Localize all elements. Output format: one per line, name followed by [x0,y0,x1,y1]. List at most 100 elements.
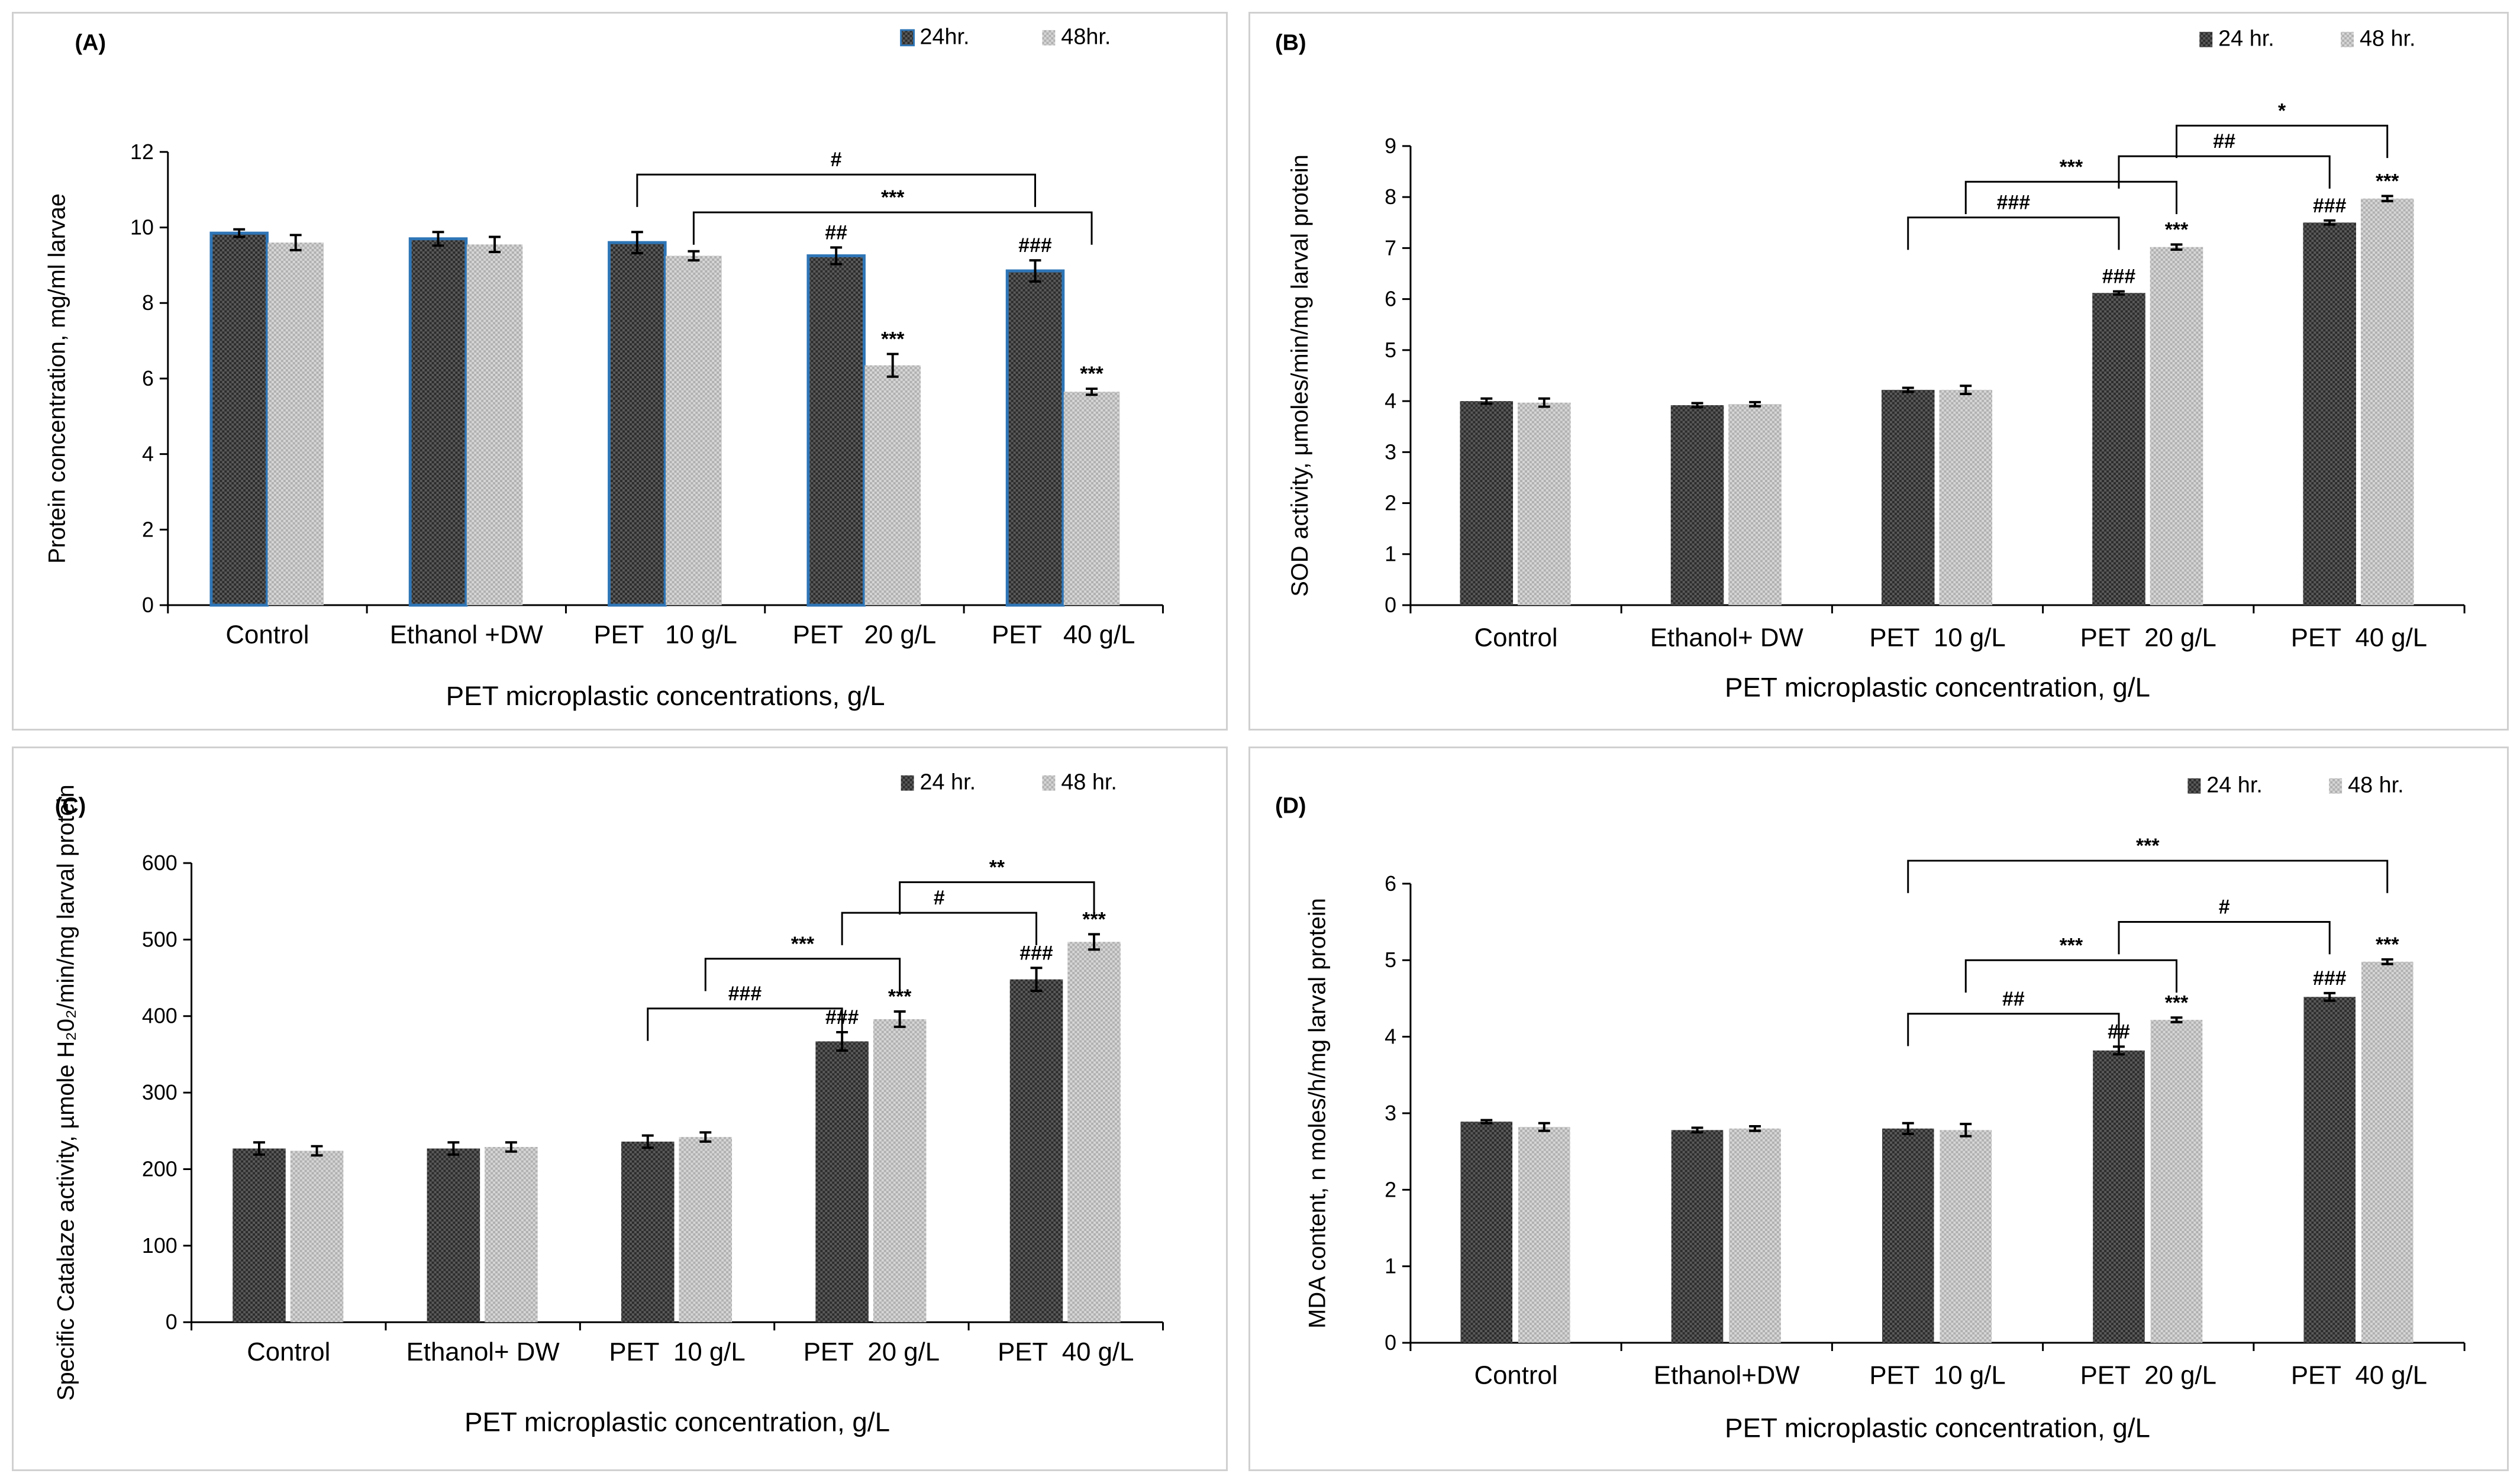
bar-24-0 [1460,401,1514,606]
bar-24-4 [1009,979,1063,1323]
bar-24-0 [209,231,269,607]
significance-mark: *** [881,328,905,351]
bar-48-3 [2150,1020,2203,1343]
bar-24-3 [2092,293,2145,606]
bar-48-4 [1063,392,1120,606]
bracket-label: *** [881,186,905,209]
y-tick-label: 200 [142,1157,178,1181]
y-tick-label: 1 [1385,1255,1396,1278]
panel-d: (D) 0 1 2 3 4 5 6 ## ### *** *** ## *** # *** Control Eth… [1248,747,2509,1471]
x-category-label: PET 40 g/L [2291,623,2427,652]
significance-bracket [2118,155,2331,189]
bar-24-2 [608,241,667,607]
y-tick-label: 300 [142,1081,178,1104]
x-category-label: PET 10 g/L [609,1337,745,1366]
significance-bracket [704,958,901,991]
x-category-label: PET 20 g/L [2080,623,2216,652]
chart-b: (B) 0 1 2 3 4 5 6 7 8 9 ### ### *** *** ### *** ## * Contro… [1275,27,2466,702]
y-tick-label: 8 [1385,185,1396,209]
significance-mark: ### [1018,234,1052,257]
significance-bracket [2118,921,2331,955]
y-tick-label: 4 [142,442,154,466]
y-tick-label: 0 [166,1310,178,1334]
significance-bracket [1964,959,2178,993]
y-tick-label: 400 [142,1004,178,1028]
panel-b: (B) 0 1 2 3 4 5 6 7 8 9 ### ### *** *** ### *** ## * Contro… [1248,12,2509,731]
x-category-label: PET 20 g/L [793,621,937,649]
significance-bracket [1907,216,2120,250]
y-tick-label: 0 [1385,593,1396,617]
significance-bracket [841,912,1038,945]
significance-mark: ### [1019,942,1053,964]
y-tick-label: 10 [130,215,154,239]
y-tick-label: 600 [142,851,178,875]
bracket-label: ### [728,983,762,1005]
x-category-label: PET 10 g/L [593,621,737,649]
bracket-label: # [831,148,842,171]
significance-mark: ## [825,221,847,244]
legend-swatch [900,29,915,47]
x-category-label: Ethanol +DW [390,621,544,649]
y-tick-label: 8 [142,291,154,315]
significance-mark: *** [2165,218,2189,241]
bracket-label: ### [1997,192,2031,214]
bar-24-4 [2303,997,2356,1343]
x-category-label: Control [247,1337,330,1366]
x-category-label: PET 20 g/L [2080,1361,2216,1390]
x-category-label: PET 40 g/L [998,1337,1134,1366]
x-category-label: Control [1474,1361,1557,1390]
bar-24-1 [1670,405,1724,606]
legend-swatch [2199,31,2213,47]
x-axis-title: PET microplastic concentrations, g/L [446,681,885,711]
bar-48-2 [679,1137,733,1323]
y-tick-label: 6 [1385,872,1396,896]
legend-swatch [1042,30,1056,46]
legend-swatch [2341,31,2354,47]
y-tick-label: 0 [142,593,154,617]
y-tick-label: 6 [142,367,154,390]
panel-label: (A) [75,31,106,56]
bar-24-1 [427,1148,480,1323]
significance-bracket [1964,180,2177,214]
bracket-label: ## [2002,988,2025,1010]
x-axis-title: PET microplastic concentration, g/L [1725,672,2150,702]
bar-24-1 [1671,1130,1724,1343]
legend-label: 48 hr. [2348,773,2404,798]
significance-bracket [647,1007,843,1041]
bar-48-3 [2150,247,2203,606]
bracket-label: ** [989,856,1005,878]
legend-label: 24hr. [919,25,969,50]
x-category-label: Control [225,621,309,649]
y-tick-label: 0 [1385,1331,1396,1355]
bar-48-1 [1728,404,1782,606]
x-axis-title: PET microplastic concentration, g/L [464,1407,890,1437]
bar-24-2 [1881,390,1935,606]
bar-48-0 [267,243,324,606]
y-axis-title: SOD activity, μmoles/min/mg larval prote… [1287,154,1313,597]
y-tick-label: 3 [1385,440,1396,464]
bar-24-3 [2093,1050,2145,1343]
panel-label: (D) [1275,793,1306,818]
panel-label: (C) [55,793,86,818]
bar-48-3 [873,1019,927,1323]
bar-24-3 [806,254,866,607]
bar-24-4 [2303,222,2356,606]
x-category-label: Ethanol+ DW [406,1337,560,1366]
y-tick-label: 100 [142,1234,178,1258]
bracket-label: *** [2060,156,2083,178]
y-tick-label: 2 [1385,492,1396,515]
y-tick-label: 4 [1385,1025,1396,1049]
significance-mark: ### [2313,967,2347,990]
significance-bracket [899,881,1095,915]
bar-24-3 [815,1041,869,1323]
x-category-label: Ethanol+ DW [1650,623,1804,652]
bracket-label: *** [2060,934,2083,956]
y-tick-label: 2 [142,518,154,541]
legend-label: 48 hr. [1061,770,1117,795]
y-tick-label: 9 [1385,134,1396,158]
legend-label: 48 hr. [2360,27,2416,51]
x-axis-title: PET microplastic concentration, g/L [1725,1413,2150,1443]
y-tick-label: 1 [1385,542,1396,566]
bar-48-4 [1067,942,1121,1323]
